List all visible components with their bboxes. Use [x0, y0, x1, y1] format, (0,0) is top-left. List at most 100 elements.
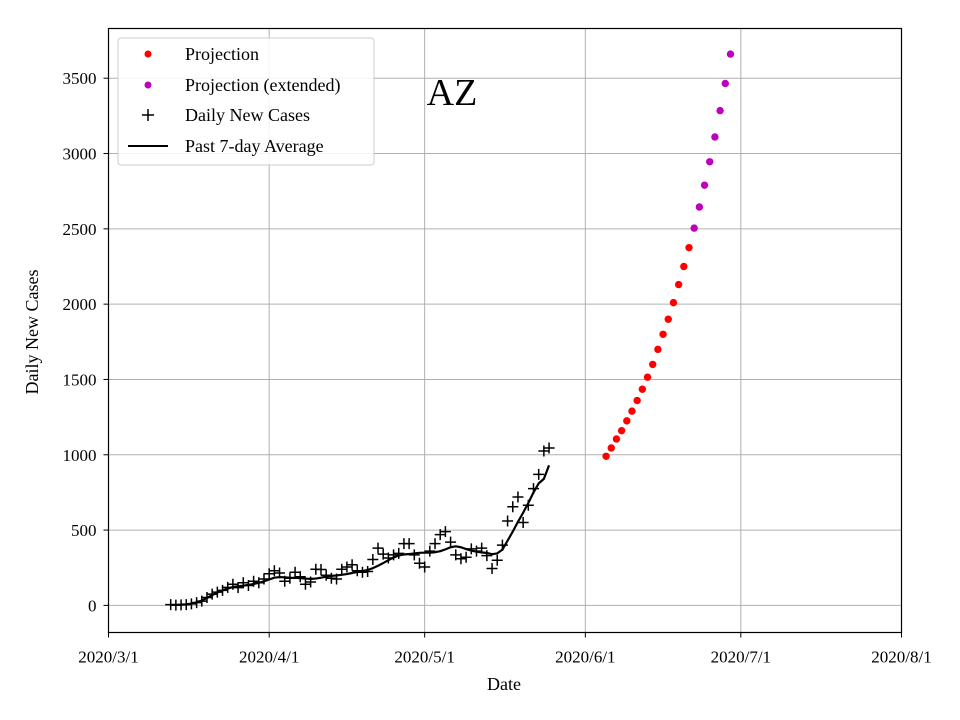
daily-cases-point: [331, 573, 343, 585]
daily-cases-point: [528, 483, 540, 495]
daily-cases-point: [211, 586, 223, 598]
projection-point: [674, 280, 683, 289]
series-layer: [165, 50, 735, 611]
projection-point: [685, 243, 693, 252]
daily-cases-point: [294, 571, 306, 583]
legend-label-average: Past 7-day Average: [185, 136, 324, 156]
daily-cases-point: [445, 536, 457, 548]
daily-cases-point: [517, 517, 529, 529]
y-tick-label: 1500: [63, 370, 97, 389]
daily-cases-point: [507, 501, 519, 513]
projection-point: [654, 345, 662, 354]
daily-cases-point: [284, 572, 296, 584]
projection-extended-point: [700, 181, 709, 189]
projection-point: [607, 444, 615, 452]
y-tick-label: 1000: [63, 446, 97, 465]
daily-cases-point: [408, 549, 420, 561]
daily-cases-point: [356, 566, 368, 578]
legend-marker-daily: [142, 109, 154, 121]
daily-cases-point: [248, 575, 260, 587]
daily-cases-point: [268, 565, 280, 577]
daily-cases-point: [336, 563, 348, 575]
projection-extended-point: [711, 133, 719, 141]
daily-cases-point: [289, 566, 301, 578]
y-tick-label: 500: [71, 521, 97, 540]
daily-cases-point: [455, 553, 467, 565]
projection-extended-point: [706, 158, 714, 166]
projection-point: [602, 452, 610, 460]
daily-cases-point: [325, 572, 337, 584]
daily-cases-point: [522, 499, 534, 511]
daily-cases-point: [185, 598, 197, 610]
daily-cases-point: [315, 564, 327, 576]
daily-cases-point: [237, 577, 249, 589]
projection-point: [680, 262, 688, 271]
x-tick-label: 2020/6/1: [555, 648, 615, 667]
daily-cases-point: [206, 588, 218, 600]
projection-extended-point: [721, 79, 729, 88]
y-tick-label: 3000: [63, 145, 97, 164]
daily-cases-point: [496, 539, 508, 551]
legend-box: [117, 37, 375, 166]
daily-cases-point: [419, 561, 431, 573]
x-tick-label: 2020/7/1: [711, 648, 771, 667]
y-tick-label: 0: [88, 596, 97, 615]
daily-cases-point: [481, 550, 493, 562]
projection-point: [669, 298, 678, 307]
daily-cases-point: [403, 538, 415, 550]
projection-point: [649, 360, 657, 369]
projection-point: [643, 373, 652, 381]
x-tick-label: 2020/3/1: [78, 648, 138, 667]
daily-cases-point: [491, 554, 503, 566]
daily-cases-point: [341, 561, 353, 573]
daily-cases-point: [388, 549, 400, 561]
projection-point: [664, 315, 672, 323]
daily-cases-point: [429, 538, 441, 550]
projection-extended-point: [695, 203, 704, 211]
daily-cases-point: [543, 442, 555, 454]
legend: Projection Projection (extended) Daily N…: [117, 37, 375, 166]
x-axis-label: Date: [487, 674, 521, 694]
x-tick-label: 2020/8/1: [871, 648, 931, 667]
projection-point: [617, 426, 626, 435]
projection-point: [623, 417, 631, 425]
projection-point: [659, 330, 667, 338]
projection-point: [612, 435, 621, 443]
legend-label-projection-extended: Projection (extended): [185, 75, 340, 96]
daily-cases-point: [439, 526, 451, 538]
projection-extended-point: [716, 106, 724, 115]
legend-marker-projection-extended: [144, 81, 152, 89]
grid: [108, 28, 902, 633]
daily-cases-point: [533, 468, 545, 480]
daily-cases-point: [512, 491, 524, 503]
daily-cases-point: [258, 573, 270, 585]
daily-cases-point: [180, 599, 192, 611]
daily-cases-point: [305, 576, 317, 588]
daily-cases-point: [367, 553, 379, 565]
x-tick-label: 2020/4/1: [239, 648, 299, 667]
y-axis: 0 500 1000 1500 2000 2500 3000 3500: [63, 69, 109, 615]
projection-point: [628, 407, 636, 415]
y-tick-label: 3500: [63, 69, 97, 88]
chart-title: AZ: [427, 72, 478, 114]
daily-cases-point: [274, 567, 286, 579]
plot-frame: [107, 27, 903, 634]
projection-extended-point: [690, 224, 698, 232]
daily-cases-point: [299, 578, 311, 590]
projection-extended-point: [726, 50, 735, 58]
legend-label-projection: Projection: [185, 44, 259, 64]
y-tick-label: 2000: [63, 295, 97, 314]
daily-cases-point: [502, 515, 514, 527]
daily-cases-point: [191, 597, 203, 609]
daily-cases-point: [351, 565, 363, 577]
daily-cases-point: [346, 559, 358, 571]
y-axis-label: Daily New Cases: [22, 270, 42, 395]
legend-marker-projection: [144, 50, 152, 58]
x-axis: 2020/3/1 2020/4/1 2020/5/1 2020/6/1 2020/7/1…: [78, 632, 932, 667]
daily-cases-point: [393, 547, 405, 559]
y-tick-label: 2500: [63, 220, 97, 239]
daily-cases-point: [372, 542, 384, 554]
daily-cases-point: [486, 562, 498, 574]
projection-point: [633, 396, 641, 405]
